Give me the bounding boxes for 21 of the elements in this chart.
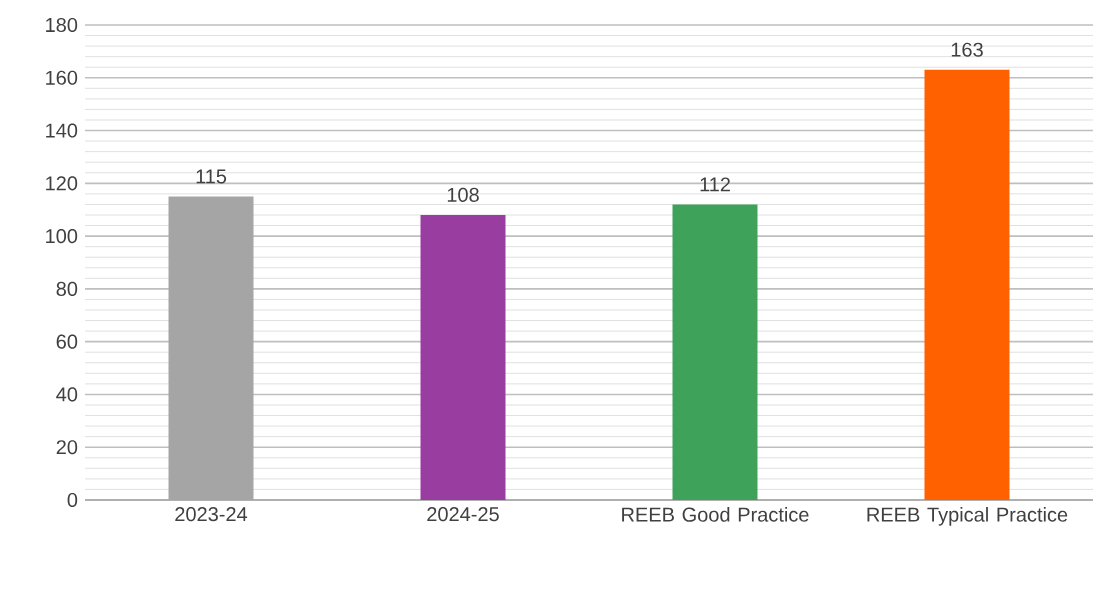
x-tick-label: 2024-25 (427, 507, 499, 522)
data-label: 108 (447, 187, 479, 202)
bar (924, 69, 1010, 500)
bar (420, 214, 506, 500)
x-tick-label: REEB Good Practice (622, 507, 809, 522)
bar (672, 204, 758, 500)
y-tick-label: 140 (46, 123, 78, 138)
data-label: 115 (196, 169, 227, 184)
y-tick-label: 40 (56, 387, 78, 402)
y-tick-label: 60 (56, 334, 78, 349)
y-tick-label: 160 (46, 70, 78, 85)
y-tick-label: 180 (46, 17, 78, 33)
y-tick-label: 100 (46, 229, 78, 244)
y-tick-label: 80 (56, 281, 78, 296)
data-label: 112 (700, 177, 730, 192)
y-tick-label: 120 (46, 176, 78, 191)
data-label: 163 (951, 42, 983, 57)
x-tick-label: REEB Typical Practice (867, 507, 1068, 526)
y-tick-label: 0 (67, 492, 78, 508)
y-tick-label: 20 (56, 440, 78, 455)
x-tick-label: 2023-24 (175, 507, 248, 522)
